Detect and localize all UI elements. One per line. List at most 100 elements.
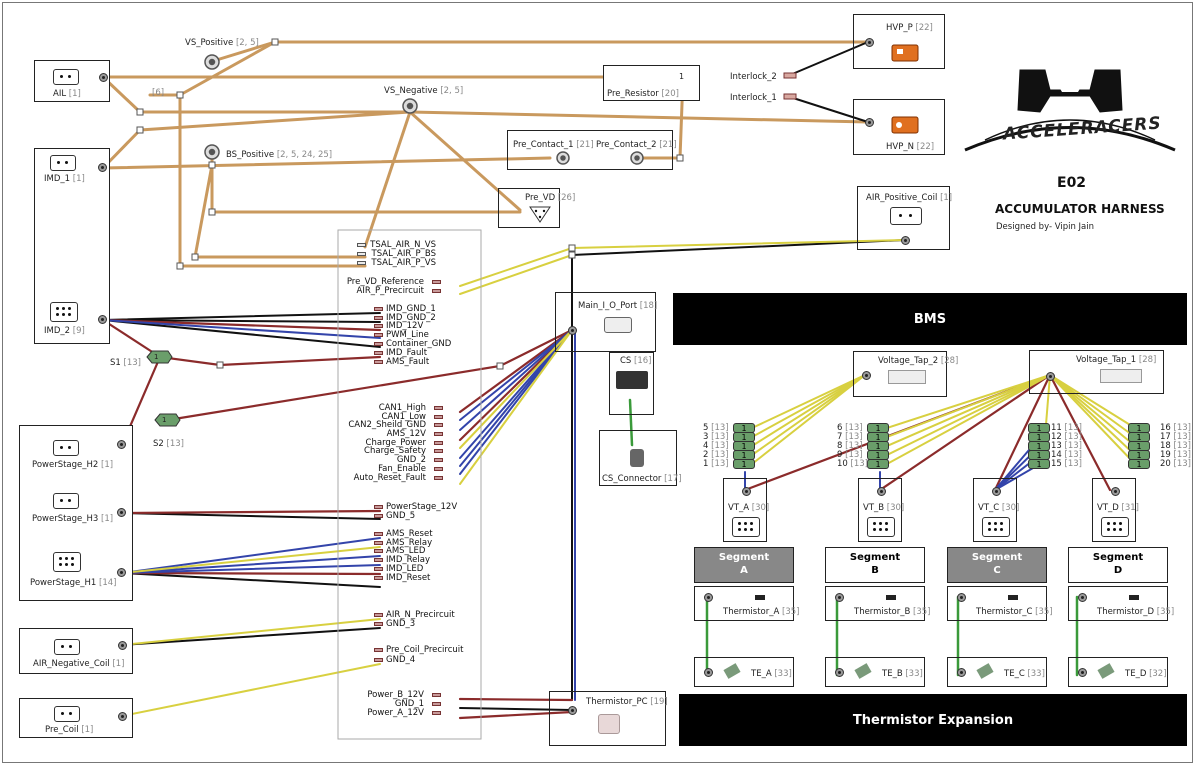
vt-terminal[interactable]	[992, 487, 1001, 496]
pin-tab-can-1[interactable]	[434, 415, 443, 419]
pin-tab-can-0[interactable]	[434, 406, 443, 410]
cs-box[interactable]: CS [16]	[609, 352, 654, 415]
pin-tab-power-2[interactable]	[432, 711, 441, 715]
pin-tab-airn-1[interactable]	[374, 622, 383, 626]
pin-label-can-8: Auto_Reset_Fault	[353, 473, 426, 483]
pre-coil-label: Pre_Coil	[45, 725, 79, 735]
therm-pc-terminal[interactable]	[568, 706, 577, 715]
vtap2-terminal[interactable]	[862, 371, 871, 380]
hvp-p-terminal[interactable]	[865, 38, 874, 47]
tap-splice-0-4[interactable]: 1	[733, 459, 755, 469]
hvp-n-terminal[interactable]	[865, 118, 874, 127]
hvp-p-box[interactable]: HVP_P [22]	[853, 14, 945, 69]
hvp-n-box[interactable]: HVP_N [22]	[853, 99, 945, 155]
imd2-terminal[interactable]	[98, 315, 107, 324]
cs-connector-box[interactable]: CS_Connector [17]	[599, 430, 682, 486]
thermistor-box-3[interactable]: Thermistor_D [35]	[1068, 586, 1174, 621]
pin-tab-top-0[interactable]	[357, 243, 366, 247]
pin-tab-top-2[interactable]	[357, 261, 366, 265]
pin-tab-can-6[interactable]	[434, 458, 443, 462]
pre-coil-terminal[interactable]	[118, 712, 127, 721]
pin-tab-imd-0[interactable]	[374, 307, 383, 311]
vt-connector-2[interactable]: VT_C [30]	[973, 478, 1019, 542]
pre-coil-connector[interactable]: Pre_Coil [1]	[19, 698, 133, 738]
pin-tab-can-8[interactable]	[434, 476, 443, 480]
te-label-wrap: TE_D [32]	[1125, 669, 1167, 679]
pin-tab-ams-5[interactable]	[374, 576, 383, 580]
pin-tab-imd-5[interactable]	[374, 351, 383, 355]
thermistor-terminal[interactable]	[704, 593, 713, 602]
air-pos-terminal[interactable]	[901, 236, 910, 245]
thermistor-box-0[interactable]: Thermistor_A [35]	[694, 586, 799, 621]
pin-tab-ams-4[interactable]	[374, 567, 383, 571]
te-terminal[interactable]	[1078, 668, 1087, 677]
vt-connector-3[interactable]: VT_D [31]	[1092, 478, 1139, 542]
ps-h2-terminal[interactable]	[117, 440, 126, 449]
voltage-tap-1-box[interactable]: Voltage_Tap_1 [28]	[1029, 350, 1164, 394]
pin-tab-top-1[interactable]	[357, 252, 366, 256]
pin-tab-ams-1[interactable]	[374, 541, 383, 545]
cs-plug-icon	[630, 449, 644, 467]
thermistor-pc-box[interactable]: Thermistor_PC [19]	[549, 691, 668, 746]
te-box-3[interactable]: TE_D [32]	[1068, 657, 1168, 687]
tap-splice-2-4[interactable]: 1	[1028, 459, 1050, 469]
pin-tab-ams-2[interactable]	[374, 549, 383, 553]
pin-tab-airn-0[interactable]	[374, 613, 383, 617]
pin-tab-ams-3[interactable]	[374, 558, 383, 562]
ail-terminal[interactable]	[99, 73, 108, 82]
pin-tab-can-7[interactable]	[434, 467, 443, 471]
pin-tab-power-1[interactable]	[432, 702, 441, 706]
main-io-port-box[interactable]: Main_I_O_Port [18]	[555, 292, 657, 352]
pre-resistor-box[interactable]: Pre_Resistor [20]	[603, 65, 700, 101]
pin-tab-ps12-1[interactable]	[374, 514, 383, 518]
te-terminal[interactable]	[835, 668, 844, 677]
pin-tab-imd-4[interactable]	[374, 342, 383, 346]
te-box-2[interactable]: TE_C [33]	[947, 657, 1047, 687]
thermistor-terminal[interactable]	[1078, 593, 1087, 602]
pin-tab-precoil-0[interactable]	[374, 648, 383, 652]
pin-tab-power-0[interactable]	[432, 693, 441, 697]
tap-splice-3-4[interactable]: 1	[1128, 459, 1150, 469]
te-terminal[interactable]	[957, 668, 966, 677]
pre-contact-box[interactable]: Pre_Contact_1 [21] Pre_Contact_2 [21]	[507, 130, 677, 170]
thermistor-terminal[interactable]	[835, 593, 844, 602]
ps-h1-terminal[interactable]	[117, 568, 126, 577]
pin-tab-can-5[interactable]	[434, 449, 443, 453]
vtap1-terminal[interactable]	[1046, 372, 1055, 381]
pin-tab-imd-3[interactable]	[374, 333, 383, 337]
pin-tab-imd-6[interactable]	[374, 360, 383, 364]
pin-tab-ams-0[interactable]	[374, 532, 383, 536]
vt-terminal[interactable]	[1111, 487, 1120, 496]
pin-tab-can-3[interactable]	[434, 432, 443, 436]
ps-h3-terminal[interactable]	[117, 508, 126, 517]
pin-tab-can-4[interactable]	[434, 441, 443, 445]
te-box-0[interactable]: TE_A [33]	[694, 657, 794, 687]
air-neg-terminal[interactable]	[118, 641, 127, 650]
tap-splice-1-4[interactable]: 1	[867, 459, 889, 469]
vt-terminal[interactable]	[742, 487, 751, 496]
pre-vd-box[interactable]: Pre_VD [26]	[498, 188, 575, 228]
pin-tab-imd-1[interactable]	[374, 316, 383, 320]
pin-tab-precoil-1[interactable]	[374, 658, 383, 662]
vt-connector-0[interactable]: VT_A [30]	[723, 478, 769, 542]
te-terminal[interactable]	[704, 668, 713, 677]
thermistor-box-1[interactable]: Thermistor_B [35]	[825, 586, 931, 621]
main-io-terminal[interactable]	[568, 326, 577, 335]
s2-number: [13]	[166, 439, 184, 449]
pin-tab-imd-2[interactable]	[374, 324, 383, 328]
ail-connector[interactable]: AIL [1]	[34, 60, 110, 102]
imd1-terminal[interactable]	[98, 163, 107, 172]
vt-connector-1[interactable]: VT_B [30]	[858, 478, 904, 542]
air-negative-coil-connector[interactable]: AIR_Negative_Coil [1]	[19, 628, 133, 674]
thermistor-terminal[interactable]	[957, 593, 966, 602]
pin-tab-can-2[interactable]	[434, 423, 443, 427]
thermistor-box-2[interactable]: Thermistor_C [35]	[947, 586, 1053, 621]
ps-h2-two-pin-icon	[53, 440, 79, 456]
vt-terminal[interactable]	[877, 487, 886, 496]
pin-tab-pre-1[interactable]	[432, 289, 441, 293]
te-box-1[interactable]: TE_B [33]	[825, 657, 925, 687]
pin-tab-ps12-0[interactable]	[374, 505, 383, 509]
pin-tab-pre-0[interactable]	[432, 280, 441, 284]
air-positive-coil-box[interactable]: AIR_Positive_Coil [1]	[857, 186, 952, 250]
voltage-tap-2-box[interactable]: Voltage_Tap_2 [28]	[853, 351, 958, 397]
